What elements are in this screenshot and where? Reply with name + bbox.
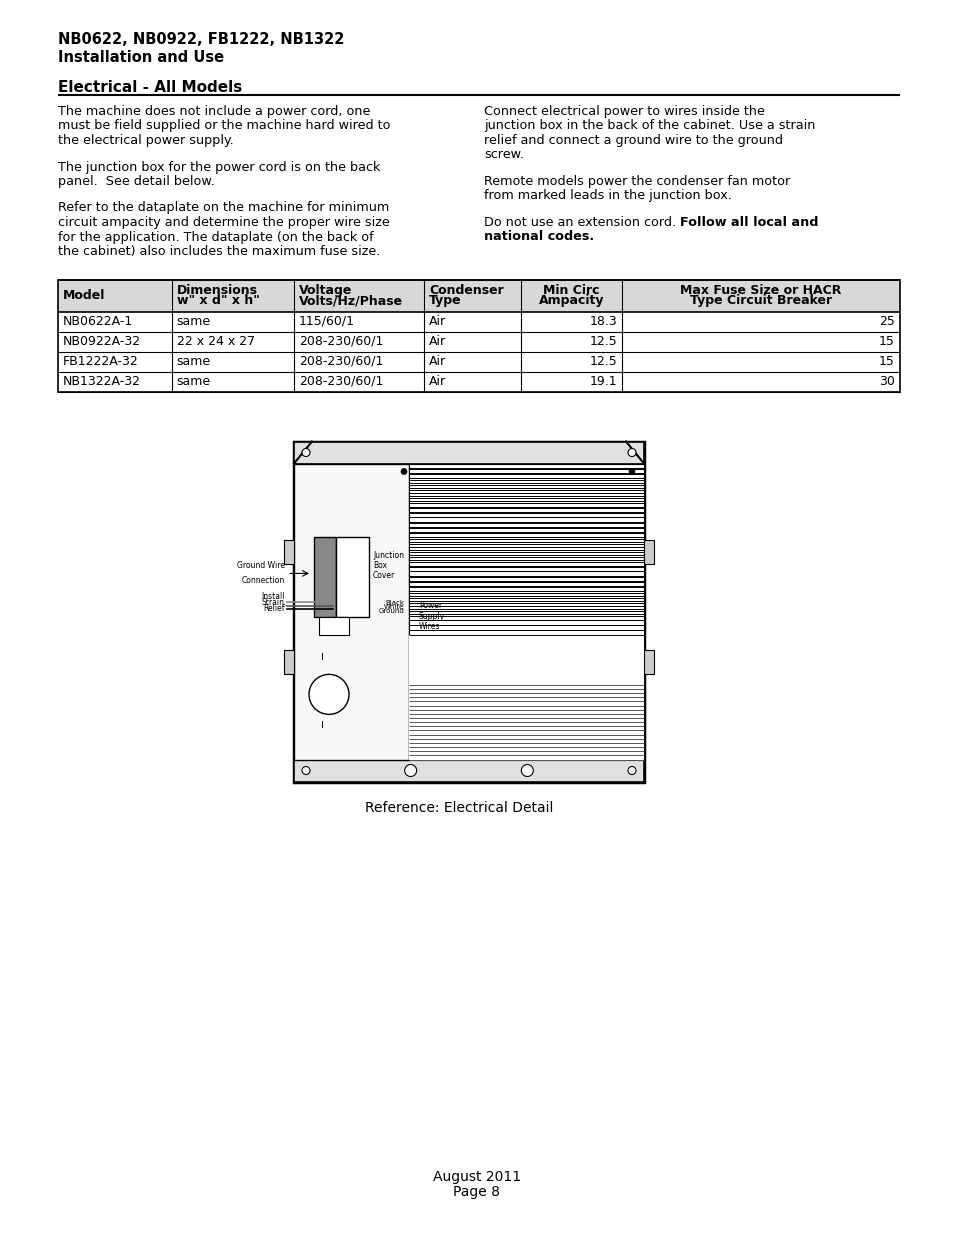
Text: Ampacity: Ampacity <box>538 294 604 308</box>
Text: Dimensions: Dimensions <box>176 284 257 296</box>
Text: screw.: screw. <box>483 148 523 162</box>
Text: same: same <box>176 354 211 368</box>
Text: same: same <box>176 315 211 329</box>
Text: Voltage: Voltage <box>298 284 352 296</box>
Bar <box>643 540 654 564</box>
Text: Type: Type <box>429 294 461 308</box>
Circle shape <box>302 448 310 457</box>
Text: 15: 15 <box>879 354 894 368</box>
Text: Min Circ: Min Circ <box>543 284 599 296</box>
Text: Type Circuit Breaker: Type Circuit Breaker <box>689 294 831 308</box>
Text: from marked leads in the junction box.: from marked leads in the junction box. <box>483 189 731 203</box>
Text: 208-230/60/1: 208-230/60/1 <box>298 335 383 348</box>
Text: 30: 30 <box>879 375 894 388</box>
Text: Max Fuse Size or HACR: Max Fuse Size or HACR <box>679 284 841 296</box>
Text: Page 8: Page 8 <box>453 1186 500 1199</box>
Bar <box>294 441 643 463</box>
Bar <box>58 279 899 391</box>
Text: Strain: Strain <box>262 599 285 608</box>
Text: White: White <box>383 604 403 610</box>
Text: Air: Air <box>429 354 446 368</box>
Text: the cabinet) also includes the maximum fuse size.: the cabinet) also includes the maximum f… <box>58 245 380 258</box>
Bar <box>318 618 349 635</box>
Text: Air: Air <box>429 375 446 388</box>
Text: Ground: Ground <box>377 609 403 615</box>
Bar <box>284 650 294 674</box>
Text: relief and connect a ground wire to the ground: relief and connect a ground wire to the … <box>483 135 782 147</box>
Text: Model: Model <box>63 289 105 303</box>
Text: Connection: Connection <box>241 577 285 585</box>
Text: 18.3: 18.3 <box>589 315 617 329</box>
Text: the electrical power supply.: the electrical power supply. <box>58 135 233 147</box>
Text: Air: Air <box>429 335 446 348</box>
Text: Follow all local and: Follow all local and <box>679 216 818 228</box>
Text: 19.1: 19.1 <box>589 375 617 388</box>
Text: for the application. The dataplate (on the back of: for the application. The dataplate (on t… <box>58 231 374 243</box>
Text: Volts/Hz/Phase: Volts/Hz/Phase <box>298 294 402 308</box>
Text: Relief: Relief <box>263 604 285 614</box>
Circle shape <box>302 767 310 774</box>
Text: w" x d" x h": w" x d" x h" <box>176 294 259 308</box>
Text: 208-230/60/1: 208-230/60/1 <box>298 375 383 388</box>
Text: 15: 15 <box>879 335 894 348</box>
Text: 208-230/60/1: 208-230/60/1 <box>298 354 383 368</box>
Text: NB0622, NB0922, FB1222, NB1322: NB0622, NB0922, FB1222, NB1322 <box>58 32 344 47</box>
Text: Installation and Use: Installation and Use <box>58 49 224 65</box>
Circle shape <box>404 764 416 777</box>
Text: Condenser: Condenser <box>429 284 503 296</box>
Text: FB1222A-32: FB1222A-32 <box>63 354 138 368</box>
Circle shape <box>309 674 349 714</box>
Text: NB0622A-1: NB0622A-1 <box>63 315 133 329</box>
Text: 22 x 24 x 27: 22 x 24 x 27 <box>176 335 254 348</box>
Text: Refer to the dataplate on the machine for minimum: Refer to the dataplate on the machine fo… <box>58 201 389 215</box>
Text: must be field supplied or the machine hard wired to: must be field supplied or the machine ha… <box>58 120 390 132</box>
Bar <box>409 635 643 760</box>
Text: Ground Wire: Ground Wire <box>236 562 285 571</box>
Bar <box>335 537 369 618</box>
Text: Power
Supply
Wires: Power Supply Wires <box>418 601 445 631</box>
Text: August 2011: August 2011 <box>433 1170 520 1184</box>
Circle shape <box>400 468 407 474</box>
Text: 25: 25 <box>879 315 894 329</box>
Text: Connect electrical power to wires inside the: Connect electrical power to wires inside… <box>483 105 764 119</box>
Text: Black: Black <box>385 600 403 606</box>
Text: junction box in the back of the cabinet. Use a strain: junction box in the back of the cabinet.… <box>483 120 815 132</box>
Bar <box>294 463 409 760</box>
Text: same: same <box>176 375 211 388</box>
Text: The junction box for the power cord is on the back: The junction box for the power cord is o… <box>58 161 380 173</box>
Bar <box>643 650 654 674</box>
Text: Junction
Box
Cover: Junction Box Cover <box>373 551 403 580</box>
Text: circuit ampacity and determine the proper wire size: circuit ampacity and determine the prope… <box>58 216 390 228</box>
Bar <box>294 441 643 782</box>
Text: NB0922A-32: NB0922A-32 <box>63 335 141 348</box>
Circle shape <box>627 448 636 457</box>
Bar <box>58 279 899 311</box>
Bar <box>284 540 294 564</box>
Text: Electrical - All Models: Electrical - All Models <box>58 80 242 95</box>
Text: NB1322A-32: NB1322A-32 <box>63 375 141 388</box>
Circle shape <box>628 468 635 474</box>
Text: Air: Air <box>429 315 446 329</box>
Text: 12.5: 12.5 <box>589 335 617 348</box>
Text: Remote models power the condenser fan motor: Remote models power the condenser fan mo… <box>483 175 789 188</box>
Text: Reference: Electrical Detail: Reference: Electrical Detail <box>364 802 553 815</box>
Text: panel.  See detail below.: panel. See detail below. <box>58 175 214 188</box>
Text: national codes.: national codes. <box>483 231 594 243</box>
Bar <box>409 640 643 683</box>
Bar <box>409 463 643 760</box>
Circle shape <box>627 767 636 774</box>
Text: Do not use an extension cord.: Do not use an extension cord. <box>483 216 679 228</box>
Text: The machine does not include a power cord, one: The machine does not include a power cor… <box>58 105 370 119</box>
Circle shape <box>520 764 533 777</box>
Bar <box>314 537 335 618</box>
Text: 12.5: 12.5 <box>589 354 617 368</box>
Bar <box>294 760 643 782</box>
Text: Install: Install <box>261 593 285 601</box>
Text: 115/60/1: 115/60/1 <box>298 315 355 329</box>
